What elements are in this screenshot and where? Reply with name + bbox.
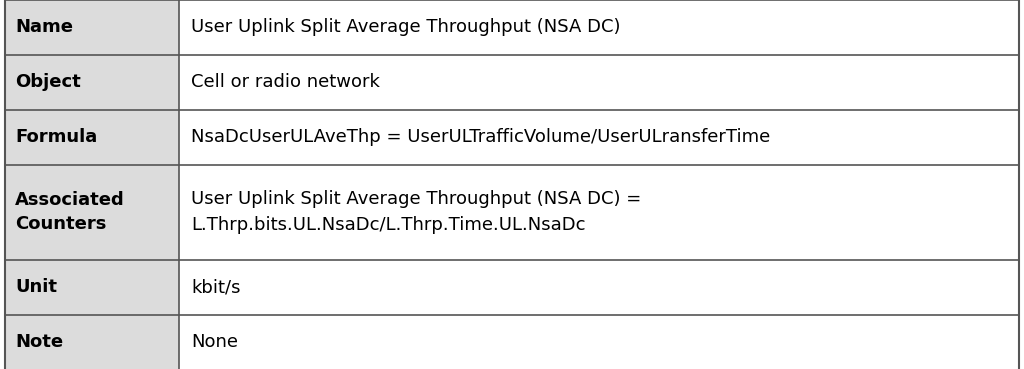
Bar xyxy=(5,259,179,314)
Text: None: None xyxy=(191,333,239,351)
Text: Associated
Counters: Associated Counters xyxy=(15,191,125,233)
Text: kbit/s: kbit/s xyxy=(191,278,241,296)
Bar xyxy=(5,110,179,165)
Text: NsaDcUserULAveThp = UserULTrafficVolume/UserULransferTime: NsaDcUserULAveThp = UserULTrafficVolume/… xyxy=(191,128,771,146)
Text: User Uplink Split Average Throughput (NSA DC): User Uplink Split Average Throughput (NS… xyxy=(191,18,621,36)
Bar xyxy=(179,165,1019,259)
Text: Name: Name xyxy=(15,18,73,36)
Text: Formula: Formula xyxy=(15,128,97,146)
Bar xyxy=(5,314,179,369)
Bar xyxy=(179,314,1019,369)
Bar xyxy=(179,259,1019,314)
Bar xyxy=(5,0,179,55)
Bar xyxy=(179,110,1019,165)
Bar xyxy=(5,55,179,110)
Text: Unit: Unit xyxy=(15,278,57,296)
Text: Note: Note xyxy=(15,333,63,351)
Bar xyxy=(5,165,179,259)
Text: Cell or radio network: Cell or radio network xyxy=(191,73,380,91)
Text: User Uplink Split Average Throughput (NSA DC) =
L.Thrp.bits.UL.NsaDc/L.Thrp.Time: User Uplink Split Average Throughput (NS… xyxy=(191,190,642,234)
Bar xyxy=(179,0,1019,55)
Bar xyxy=(179,55,1019,110)
Text: Object: Object xyxy=(15,73,81,91)
